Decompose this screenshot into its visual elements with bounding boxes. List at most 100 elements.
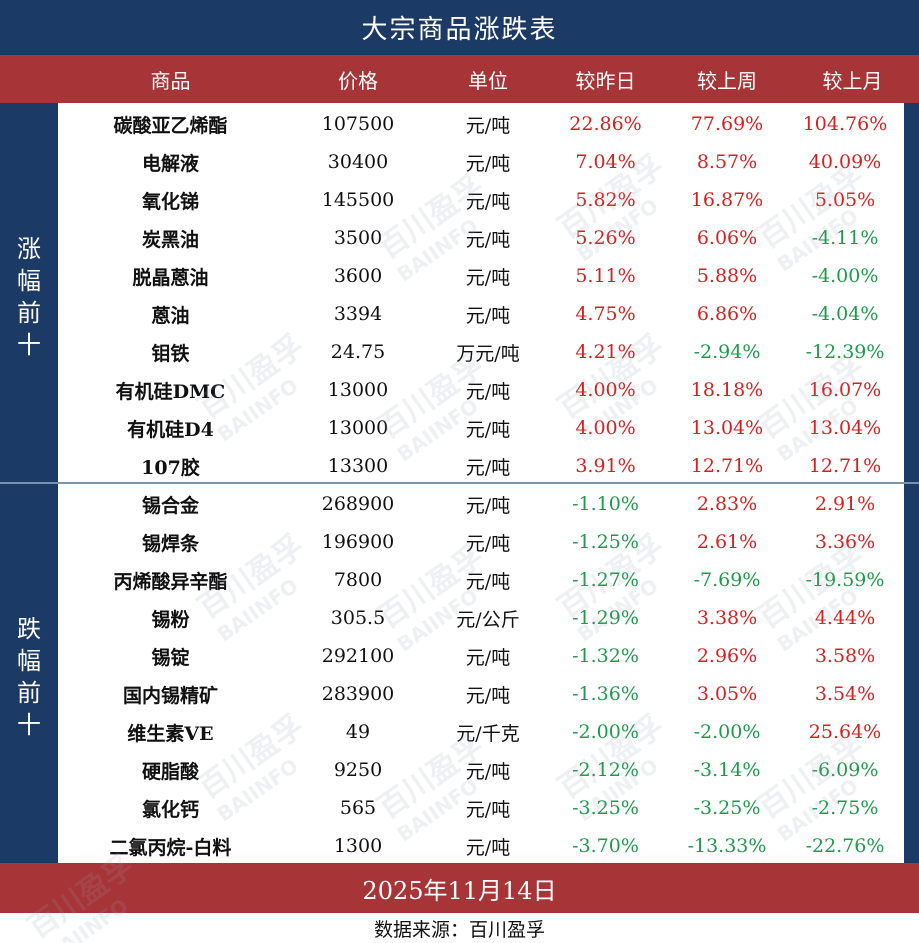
cell-week: -2.00% xyxy=(693,721,761,743)
cell-day: 4.00% xyxy=(575,379,636,401)
header-vs-yesterday: 较昨日 xyxy=(575,68,636,93)
cell-week: 12.71% xyxy=(690,455,764,477)
cell-week: 5.88% xyxy=(696,265,758,287)
cell-day: 3.91% xyxy=(575,455,636,477)
cell-month: 12.71% xyxy=(808,455,882,477)
cell-price: 7800 xyxy=(333,569,383,591)
cell-month: 3.36% xyxy=(814,531,876,553)
cell-day: -1.25% xyxy=(572,531,639,553)
cell-price: 305.5 xyxy=(330,607,386,629)
cell-week: 18.18% xyxy=(690,379,764,401)
cell-month: 2.91% xyxy=(814,493,876,515)
header-vs-last-month: 较上月 xyxy=(822,68,883,93)
cell-name: 脱晶蒽油 xyxy=(132,266,209,289)
cell-name: 氯化钙 xyxy=(141,798,199,821)
cell-price: 292100 xyxy=(321,645,395,667)
cell-day: -3.70% xyxy=(572,835,639,857)
cell-name: 硬脂酸 xyxy=(141,760,199,783)
group-label-top-gainers: 涨幅前十 xyxy=(17,235,41,359)
cell-month: -22.76% xyxy=(805,835,885,857)
cell-month: -4.04% xyxy=(811,303,879,325)
cell-day: 4.75% xyxy=(575,303,636,325)
cell-unit: 万元/吨 xyxy=(456,342,520,365)
cell-price: 9250 xyxy=(333,759,383,781)
cell-day: 5.11% xyxy=(575,265,636,287)
cell-day: -3.25% xyxy=(572,797,639,819)
cell-unit: 元/吨 xyxy=(465,798,511,821)
cell-unit: 元/吨 xyxy=(465,760,511,783)
cell-week: 3.05% xyxy=(696,683,758,705)
cell-name: 锡焊条 xyxy=(141,532,199,555)
cell-name: 有机硅D4 xyxy=(127,418,214,441)
cell-name: 蒽油 xyxy=(151,304,190,327)
table-row: 锡锭 292100 元/吨 -1.32% 2.96% 3.58% xyxy=(58,637,904,675)
cell-day: -1.29% xyxy=(572,607,639,629)
cell-month: 40.09% xyxy=(808,151,882,173)
cell-week: 6.06% xyxy=(696,227,758,249)
table-row: 氧化锑 145500 元/吨 5.82% 16.87% 5.05% xyxy=(58,181,904,219)
commodity-table: 碳酸亚乙烯酯 107500 元/吨 22.86% 77.69% 104.76% 电解液 304… xyxy=(58,103,904,863)
cell-week: 6.86% xyxy=(696,303,758,325)
cell-month: 4.44% xyxy=(814,607,876,629)
table-row: 维生素VE 49 元/千克 -2.00% -2.00% 25.64% xyxy=(58,713,904,751)
cell-week: 16.87% xyxy=(690,189,764,211)
cell-week: -2.94% xyxy=(693,341,761,363)
cell-month: -4.00% xyxy=(811,265,879,287)
cell-price: 283900 xyxy=(321,683,395,705)
table-row: 碳酸亚乙烯酯 107500 元/吨 22.86% 77.69% 104.76% xyxy=(58,105,904,143)
cell-day: 5.26% xyxy=(575,227,636,249)
cell-day: 4.21% xyxy=(575,341,636,363)
cell-month: -4.11% xyxy=(811,227,879,249)
cell-unit: 元/吨 xyxy=(465,684,511,707)
table-row: 丙烯酸异辛酯 7800 元/吨 -1.27% -7.69% -19.59% xyxy=(58,561,904,599)
cell-unit: 元/吨 xyxy=(465,456,511,479)
cell-month: 104.76% xyxy=(802,113,888,135)
cell-name: 钼铁 xyxy=(151,342,190,365)
table-row: 硬脂酸 9250 元/吨 -2.12% -3.14% -6.09% xyxy=(58,751,904,789)
cell-unit: 元/吨 xyxy=(465,646,511,669)
cell-week: 3.38% xyxy=(696,607,758,629)
cell-price: 13300 xyxy=(327,455,389,477)
table-row: 电解液 30400 元/吨 7.04% 8.57% 40.09% xyxy=(58,143,904,181)
header-vs-last-week: 较上周 xyxy=(697,68,757,93)
cell-week: 2.96% xyxy=(696,645,758,667)
cell-unit: 元/公斤 xyxy=(456,608,520,631)
cell-price: 49 xyxy=(345,721,371,743)
cell-name: 丙烯酸异辛酯 xyxy=(113,570,228,593)
table-row: 有机硅D4 13000 元/吨 4.00% 13.04% 13.04% xyxy=(58,409,904,447)
table-row: 二氯丙烷-白料 1300 元/吨 -3.70% -13.33% -22.76% xyxy=(58,827,904,865)
cell-name: 国内锡精矿 xyxy=(122,684,218,707)
table-row: 107胶 13300 元/吨 3.91% 12.71% 12.71% xyxy=(58,447,904,485)
cell-week: 8.57% xyxy=(696,151,758,173)
cell-name: 碳酸亚乙烯酯 xyxy=(113,114,228,137)
cell-week: -3.14% xyxy=(693,759,761,781)
cell-month: 13.04% xyxy=(808,417,882,439)
table-row: 钼铁 24.75 万元/吨 4.21% -2.94% -12.39% xyxy=(58,333,904,371)
cell-unit: 元/千克 xyxy=(456,722,520,745)
cell-week: 2.61% xyxy=(696,531,758,553)
cell-name: 锡粉 xyxy=(151,608,190,631)
cell-price: 196900 xyxy=(321,531,395,553)
cell-price: 107500 xyxy=(321,113,395,135)
table-row: 炭黑油 3500 元/吨 5.26% 6.06% -4.11% xyxy=(58,219,904,257)
cell-name: 氧化锑 xyxy=(141,190,199,213)
cell-day: -1.10% xyxy=(572,493,639,515)
cell-day: 7.04% xyxy=(575,151,636,173)
cell-unit: 元/吨 xyxy=(465,570,511,593)
table-row: 蒽油 3394 元/吨 4.75% 6.86% -4.04% xyxy=(58,295,904,333)
cell-name: 锡锭 xyxy=(151,646,190,669)
cell-month: 16.07% xyxy=(808,379,882,401)
cell-name: 锡合金 xyxy=(141,494,199,517)
cell-week: 2.83% xyxy=(696,493,758,515)
cell-name: 二氯丙烷-白料 xyxy=(109,836,232,859)
cell-unit: 元/吨 xyxy=(465,418,511,441)
cell-name: 维生素VE xyxy=(127,722,214,745)
cell-day: -2.00% xyxy=(572,721,639,743)
cell-day: -1.32% xyxy=(572,645,639,667)
cell-price: 13000 xyxy=(327,379,389,401)
report-date: 2025年11月14日 xyxy=(0,863,919,913)
table-row: 氯化钙 565 元/吨 -3.25% -3.25% -2.75% xyxy=(58,789,904,827)
cell-week: 77.69% xyxy=(690,113,764,135)
cell-month: 3.54% xyxy=(814,683,876,705)
cell-day: -1.36% xyxy=(572,683,639,705)
